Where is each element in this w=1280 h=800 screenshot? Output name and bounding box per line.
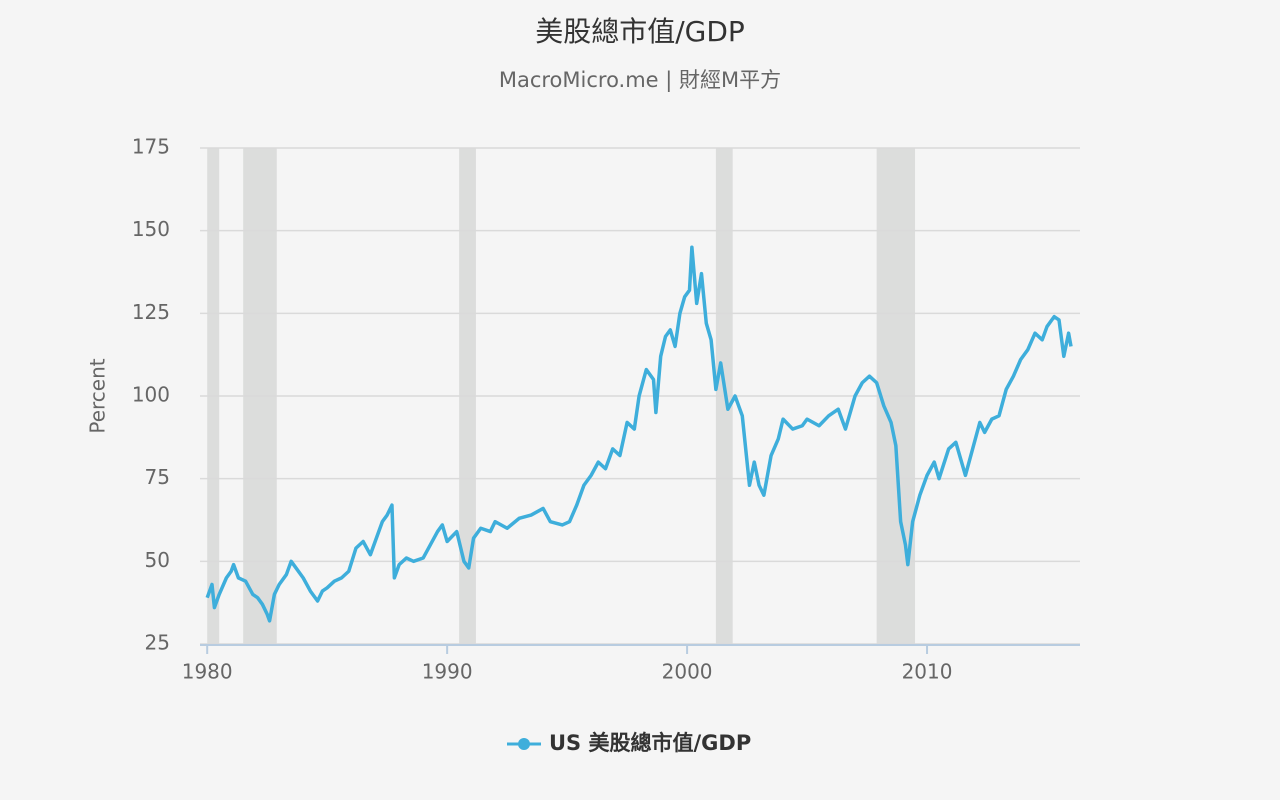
y-tick-label: 100 [132, 383, 170, 407]
legend-marker [518, 738, 530, 750]
y-tick-label: 125 [132, 300, 170, 324]
x-tick-label: 2000 [662, 660, 713, 684]
chart-title: 美股總市值/GDP [535, 15, 745, 48]
chart-subtitle: MacroMicro.me | 財經M平方 [499, 68, 781, 93]
y-axis-label: Percent [86, 358, 110, 433]
y-tick-label: 50 [145, 548, 170, 572]
x-tick-label: 2010 [902, 660, 953, 684]
y-tick-label: 175 [132, 135, 170, 159]
legend-label: US 美股總市值/GDP [549, 731, 751, 755]
y-tick-label: 150 [132, 217, 170, 241]
x-tick-label: 1980 [182, 660, 233, 684]
data-line [205, 245, 1073, 623]
y-tick-label: 25 [145, 631, 170, 655]
y-tick-label: 75 [145, 465, 170, 489]
x-tick-label: 1990 [422, 660, 473, 684]
